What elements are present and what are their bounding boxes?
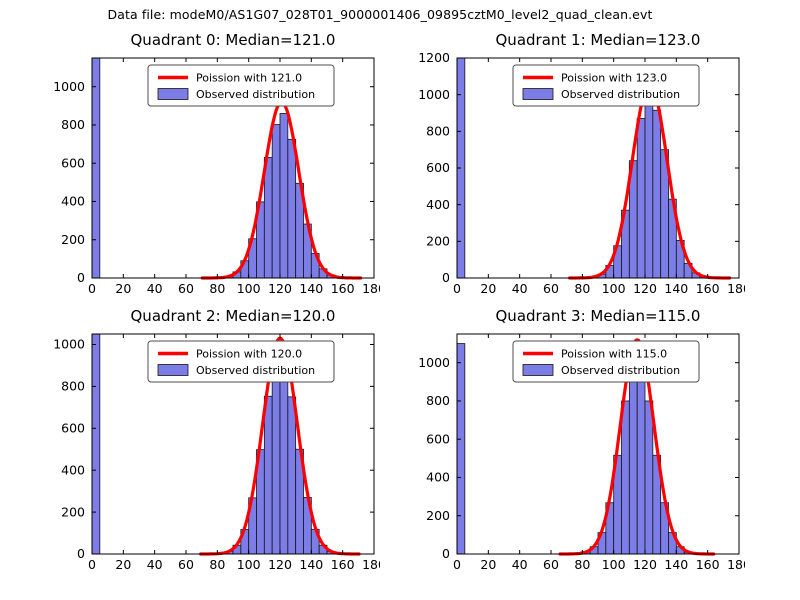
svg-text:Observed distribution: Observed distribution bbox=[561, 88, 680, 101]
svg-text:800: 800 bbox=[61, 117, 85, 132]
svg-text:180: 180 bbox=[362, 281, 380, 296]
quadrant-1-plot: 0 20 40 60 80 100 120 140 160 180 0 200 400 600 800 100… bbox=[418, 52, 745, 296]
svg-text:200: 200 bbox=[61, 232, 85, 247]
svg-text:400: 400 bbox=[61, 462, 85, 477]
svg-text:80: 80 bbox=[574, 557, 590, 572]
svg-text:200: 200 bbox=[426, 508, 450, 523]
svg-text:1000: 1000 bbox=[418, 87, 450, 102]
chart-title-quadrant-2: Quadrant 2: Median=120.0 bbox=[130, 307, 336, 325]
svg-text:Poission with 123.0: Poission with 123.0 bbox=[561, 72, 667, 85]
svg-text:180: 180 bbox=[727, 557, 745, 572]
svg-text:1200: 1200 bbox=[418, 52, 450, 65]
svg-text:60: 60 bbox=[178, 557, 194, 572]
svg-text:160: 160 bbox=[331, 557, 355, 572]
svg-text:Observed distribution: Observed distribution bbox=[196, 364, 315, 377]
svg-text:400: 400 bbox=[426, 470, 450, 485]
svg-text:100: 100 bbox=[602, 557, 626, 572]
svg-text:Poission with 120.0: Poission with 120.0 bbox=[196, 348, 302, 361]
svg-text:800: 800 bbox=[61, 379, 85, 394]
svg-text:60: 60 bbox=[178, 281, 194, 296]
svg-text:1000: 1000 bbox=[418, 355, 450, 370]
svg-text:200: 200 bbox=[426, 234, 450, 249]
svg-text:20: 20 bbox=[480, 557, 496, 572]
svg-text:Observed distribution: Observed distribution bbox=[561, 364, 680, 377]
svg-text:20: 20 bbox=[480, 281, 496, 296]
subplot-grid: Quadrant 0: Median=121.0 0 20 40 60 80 100 120… bbox=[35, 28, 765, 580]
svg-text:600: 600 bbox=[426, 431, 450, 446]
svg-text:160: 160 bbox=[331, 281, 355, 296]
svg-text:120: 120 bbox=[268, 557, 292, 572]
figure-title: Data file: modeM0/AS1G07_028T01_90000014… bbox=[107, 7, 653, 22]
svg-text:100: 100 bbox=[237, 281, 261, 296]
svg-text:140: 140 bbox=[299, 281, 323, 296]
svg-text:0: 0 bbox=[442, 270, 450, 285]
quadrant-2-chart: Quadrant 2: Median=120.0 0 20 40 60 80 100 120… bbox=[35, 304, 400, 580]
svg-text:0: 0 bbox=[88, 557, 96, 572]
svg-text:140: 140 bbox=[664, 557, 688, 572]
svg-text:80: 80 bbox=[209, 281, 225, 296]
svg-text:100: 100 bbox=[237, 557, 261, 572]
svg-text:800: 800 bbox=[426, 124, 450, 139]
svg-text:140: 140 bbox=[664, 281, 688, 296]
svg-text:1000: 1000 bbox=[53, 337, 85, 352]
svg-text:180: 180 bbox=[727, 281, 745, 296]
svg-text:60: 60 bbox=[543, 557, 559, 572]
quadrant-3-chart: Quadrant 3: Median=115.0 0 20 40 60 80 100 120… bbox=[400, 304, 765, 580]
svg-text:0: 0 bbox=[442, 546, 450, 561]
quadrant-0-plot: 0 20 40 60 80 100 120 140 160 180 0 200 400 600 800 100… bbox=[53, 57, 380, 296]
svg-text:100: 100 bbox=[602, 281, 626, 296]
svg-text:Observed distribution: Observed distribution bbox=[196, 88, 315, 101]
svg-text:0: 0 bbox=[77, 270, 85, 285]
svg-text:400: 400 bbox=[61, 194, 85, 209]
svg-text:800: 800 bbox=[426, 393, 450, 408]
quadrant-1-chart: Quadrant 1: Median=123.0 0 20 40 60 80 100 120… bbox=[400, 28, 765, 304]
svg-text:Poission with 115.0: Poission with 115.0 bbox=[561, 348, 667, 361]
chart-title-quadrant-3: Quadrant 3: Median=115.0 bbox=[495, 307, 701, 325]
svg-text:1000: 1000 bbox=[53, 79, 85, 94]
svg-text:120: 120 bbox=[633, 281, 657, 296]
svg-text:0: 0 bbox=[77, 546, 85, 561]
quadrant-3-plot: 0 20 40 60 80 100 120 140 160 180 0 200 400 600 800 100… bbox=[418, 333, 745, 572]
svg-text:600: 600 bbox=[61, 420, 85, 435]
svg-text:40: 40 bbox=[147, 557, 163, 572]
svg-text:200: 200 bbox=[61, 504, 85, 519]
svg-text:600: 600 bbox=[426, 160, 450, 175]
svg-text:40: 40 bbox=[147, 281, 163, 296]
svg-text:0: 0 bbox=[453, 281, 461, 296]
chart-title-quadrant-1: Quadrant 1: Median=123.0 bbox=[495, 31, 701, 49]
svg-text:0: 0 bbox=[88, 281, 96, 296]
svg-text:180: 180 bbox=[362, 557, 380, 572]
chart-title-quadrant-0: Quadrant 0: Median=121.0 bbox=[130, 31, 336, 49]
svg-text:140: 140 bbox=[299, 557, 323, 572]
svg-text:120: 120 bbox=[633, 557, 657, 572]
svg-text:400: 400 bbox=[426, 197, 450, 212]
svg-text:0: 0 bbox=[453, 557, 461, 572]
svg-text:160: 160 bbox=[696, 281, 720, 296]
quadrant-0-chart: Quadrant 0: Median=121.0 0 20 40 60 80 100 120… bbox=[35, 28, 400, 304]
svg-text:80: 80 bbox=[574, 281, 590, 296]
svg-text:40: 40 bbox=[512, 557, 528, 572]
svg-text:600: 600 bbox=[61, 155, 85, 170]
svg-text:Poission with 121.0: Poission with 121.0 bbox=[196, 72, 302, 85]
svg-text:160: 160 bbox=[696, 557, 720, 572]
svg-text:20: 20 bbox=[115, 281, 131, 296]
svg-text:60: 60 bbox=[543, 281, 559, 296]
svg-text:40: 40 bbox=[512, 281, 528, 296]
quadrant-2-plot: 0 20 40 60 80 100 120 140 160 180 0 200 400 600 800 100… bbox=[53, 333, 380, 572]
svg-text:80: 80 bbox=[209, 557, 225, 572]
svg-text:120: 120 bbox=[268, 281, 292, 296]
svg-text:20: 20 bbox=[115, 557, 131, 572]
